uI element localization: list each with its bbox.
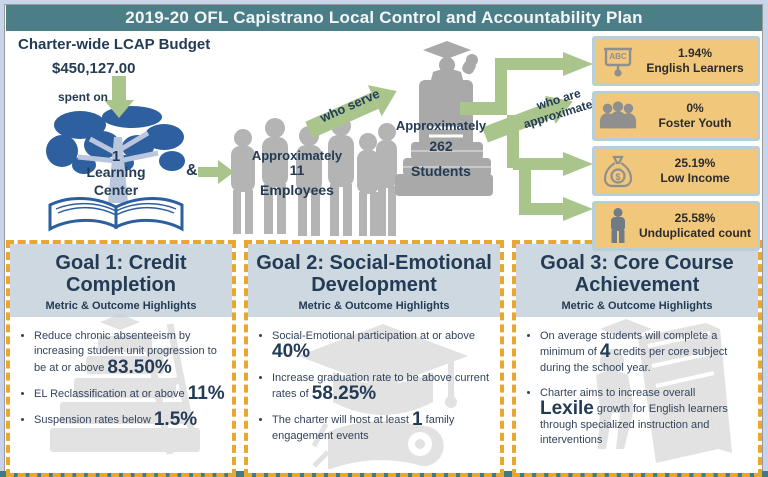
goal-2-title: Goal 2: Social-Emotional Development	[256, 252, 492, 297]
bullet-highlight-value: Lexile	[540, 398, 594, 420]
goal-2-subtitle: Metric & Outcome Highlights	[298, 299, 450, 312]
learning-center-line1: Learning	[86, 164, 146, 180]
stat-value: 25.58%	[674, 211, 716, 225]
students-label: Students	[411, 163, 471, 179]
bullet-item: Suspension rates below 1.5%	[34, 409, 226, 431]
bullet-highlight-value: 4	[599, 341, 611, 363]
stat-text: 25.19% Low Income	[637, 156, 753, 186]
stat-label: Low Income	[660, 171, 730, 185]
person-icon	[599, 208, 637, 244]
stat-label: English Learners	[646, 61, 744, 75]
goal-3-box: Goal 3: Core Course Achievement Metric &…	[512, 240, 762, 477]
learning-center-line2: Center	[93, 182, 139, 198]
stat-text: 25.58% Unduplicated count	[637, 211, 753, 241]
svg-text:$: $	[615, 172, 620, 182]
stat-value: 0%	[686, 101, 704, 115]
bullet-item: On average students will complete a mini…	[540, 329, 752, 376]
goal-1-header: Goal 1: Credit Completion Metric & Outco…	[10, 244, 232, 317]
stat-label: Unduplicated count	[639, 226, 751, 240]
budget-amount: $450,127.00	[52, 60, 136, 77]
bullet-item: Increase graduation rate to be above cur…	[272, 371, 494, 403]
who-serve-arrow-icon	[305, 85, 397, 138]
student-stats-panel: ABC 1.94% English Learners 0% Foster You…	[592, 36, 760, 256]
bullet-highlight-value: 1	[412, 409, 423, 431]
bullet-item: EL Reclassification at or above 11%	[34, 382, 226, 404]
stat-text: 1.94% English Learners	[637, 46, 753, 76]
down-arrow-icon	[104, 76, 134, 118]
bullet-highlight-value: 58.25%	[311, 382, 377, 404]
goal-3-subtitle: Metric & Outcome Highlights	[561, 299, 713, 312]
students-graduate-icon	[395, 41, 493, 196]
books-ladder-watermark-icon	[50, 314, 200, 455]
gradcap-diploma-watermark-icon	[298, 324, 468, 469]
students-line1: Approximately	[395, 118, 487, 133]
budget-label: Charter-wide LCAP Budget	[18, 36, 211, 53]
goal-1-title: Goal 1: Credit Completion	[55, 252, 187, 297]
stat-label: Foster Youth	[658, 116, 732, 130]
bullet-highlight-value: 11%	[187, 382, 225, 404]
right-arrow-icon	[198, 160, 234, 184]
people-group-icon	[599, 101, 637, 131]
stat-text: 0% Foster Youth	[637, 101, 753, 131]
abc-board-icon: ABC	[599, 45, 637, 77]
stat-low-income: $ 25.19% Low Income	[592, 146, 760, 196]
bullet-item: Social-Emotional participation at or abo…	[272, 329, 494, 361]
money-bag-icon: $	[599, 154, 637, 188]
employees-line1: Approximately	[251, 148, 343, 163]
goal-2-header: Goal 2: Social-Emotional Development Met…	[248, 244, 500, 317]
svg-text:ABC: ABC	[609, 52, 627, 61]
bullet-highlight-value: 40%	[272, 341, 311, 363]
bullet-item: Reduce chronic absenteeism by increasing…	[34, 329, 226, 378]
bullet-item: The charter will host at least 1 family …	[272, 409, 494, 444]
stat-foster-youth: 0% Foster Youth	[592, 91, 760, 141]
stat-english-learners: ABC 1.94% English Learners	[592, 36, 760, 86]
goal-3-bullets: On average students will complete a mini…	[524, 329, 752, 449]
goal-2-bullets: Social-Emotional participation at or abo…	[256, 329, 494, 444]
goal-1-bullets: Reduce chronic absenteeism by increasing…	[18, 329, 226, 431]
page-title: 2019-20 OFL Capistrano Local Control and…	[125, 8, 643, 27]
spent-on-label: spent on	[58, 90, 108, 104]
bullet-item: Charter aims to increase overall Lexile …	[540, 386, 752, 449]
reader-book-watermark-icon	[596, 319, 732, 463]
employees-count: 11	[289, 162, 305, 178]
branch-arrows-icon	[460, 52, 593, 221]
page-title-bar: 2019-20 OFL Capistrano Local Control and…	[6, 5, 762, 31]
learning-center-count: 1	[111, 148, 121, 165]
students-count: 262	[429, 138, 453, 154]
stat-value: 25.19%	[674, 156, 716, 170]
ampersand-label: &	[186, 162, 198, 179]
goal-3-title: Goal 3: Core Course Achievement	[540, 252, 734, 297]
goal-3-header: Goal 3: Core Course Achievement Metric &…	[516, 244, 758, 317]
stat-unduplicated-count: 25.58% Unduplicated count	[592, 201, 760, 251]
bullet-highlight-value: 1.5%	[153, 409, 198, 431]
goal-1-subtitle: Metric & Outcome Highlights	[45, 299, 197, 312]
employees-label: Employees	[260, 182, 334, 198]
bullet-highlight-value: 83.50%	[107, 356, 172, 378]
learning-center-tree-book-icon	[46, 106, 185, 232]
goal-2-box: Goal 2: Social-Emotional Development Met…	[244, 240, 504, 477]
stat-value: 1.94%	[677, 46, 713, 60]
goal-1-box: Goal 1: Credit Completion Metric & Outco…	[6, 240, 236, 477]
